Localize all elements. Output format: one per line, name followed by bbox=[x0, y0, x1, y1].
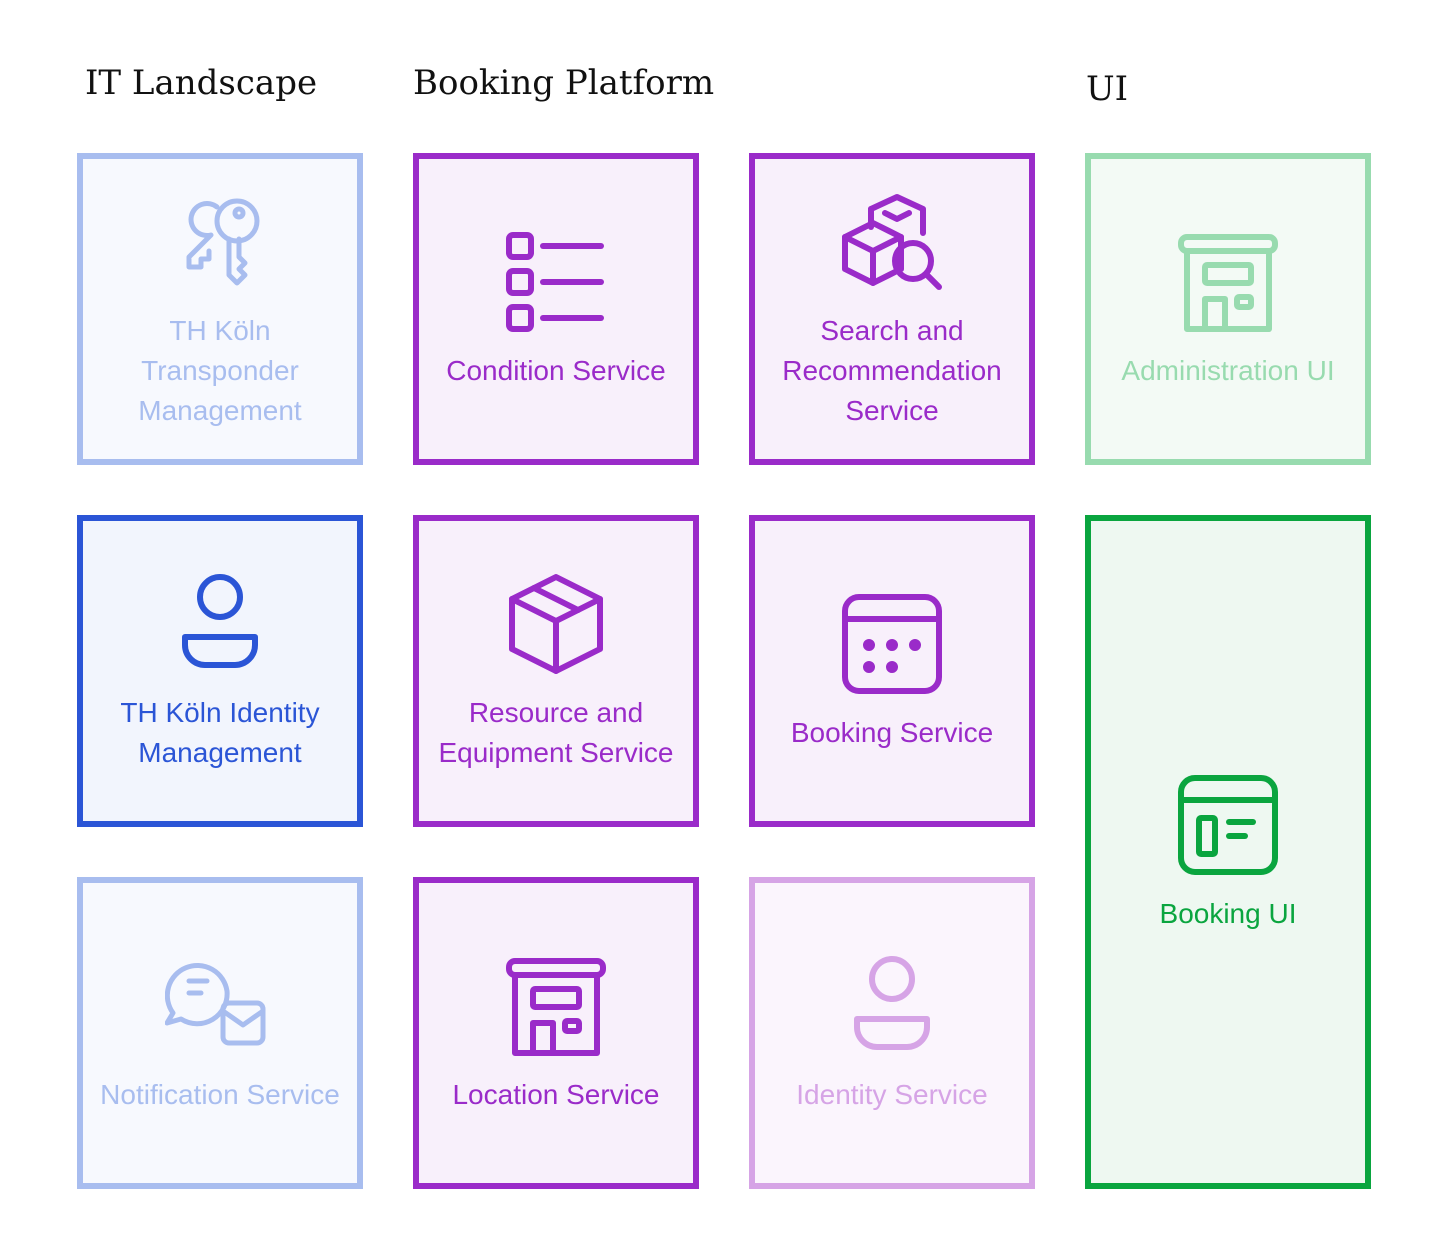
node-label: Booking Service bbox=[790, 717, 994, 748]
node-label: Resource and Equipment Service bbox=[438, 697, 674, 768]
heading-it-landscape: IT Landscape bbox=[85, 63, 318, 103]
node-label: Booking UI bbox=[1159, 898, 1297, 929]
building-icon bbox=[1173, 227, 1283, 337]
node-identity-management[interactable]: TH Köln Identity Management bbox=[77, 515, 363, 827]
node-label: Notification Service bbox=[100, 1079, 340, 1110]
node-label: Condition Service bbox=[446, 355, 666, 386]
node-condition-service[interactable]: Condition Service bbox=[413, 153, 699, 465]
checklist-icon bbox=[501, 227, 611, 337]
node-booking-ui[interactable]: Booking UI bbox=[1085, 515, 1371, 1189]
node-label: Location Service bbox=[452, 1079, 660, 1110]
node-booking-service[interactable]: Booking Service bbox=[749, 515, 1035, 827]
node-label: Search and Recommendation Service bbox=[782, 315, 1002, 426]
heading-ui: UI bbox=[1086, 69, 1129, 109]
keys-icon bbox=[165, 187, 275, 297]
node-transponder-management[interactable]: TH Köln Transponder Management bbox=[77, 153, 363, 465]
window-icon bbox=[1173, 770, 1283, 880]
node-label: Administration UI bbox=[1121, 355, 1335, 386]
building-icon bbox=[501, 951, 611, 1061]
box-search-icon bbox=[837, 187, 947, 297]
heading-booking-platform: Booking Platform bbox=[413, 63, 715, 103]
node-label: Identity Service bbox=[796, 1079, 988, 1110]
user-icon bbox=[165, 569, 275, 679]
node-location-service[interactable]: Location Service bbox=[413, 877, 699, 1189]
calendar-icon bbox=[837, 589, 947, 699]
node-resource-equipment-service[interactable]: Resource and Equipment Service bbox=[413, 515, 699, 827]
node-identity-service[interactable]: Identity Service bbox=[749, 877, 1035, 1189]
node-label: TH Köln Transponder Management bbox=[138, 315, 302, 426]
node-notification-service[interactable]: Notification Service bbox=[77, 877, 363, 1189]
node-label: TH Köln Identity Management bbox=[120, 697, 320, 768]
node-administration-ui[interactable]: Administration UI bbox=[1085, 153, 1371, 465]
node-search-recommendation-service[interactable]: Search and Recommendation Service bbox=[749, 153, 1035, 465]
chat-mail-icon bbox=[165, 951, 275, 1061]
box-icon bbox=[501, 569, 611, 679]
user-icon bbox=[837, 951, 947, 1061]
